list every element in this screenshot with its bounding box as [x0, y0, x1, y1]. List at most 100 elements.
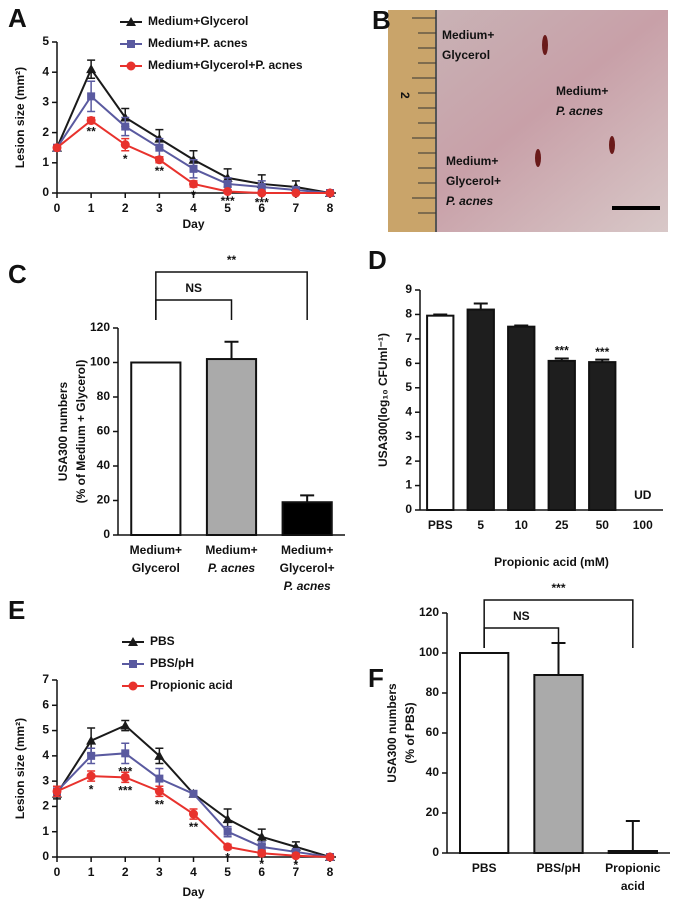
- y-axis-label: (% of Medium + Glycerol): [74, 360, 88, 504]
- y-tick-label: 1: [42, 155, 49, 169]
- significance: *: [259, 857, 264, 871]
- x-tick-label: 6: [258, 201, 265, 215]
- y-tick-label: 2: [405, 453, 412, 467]
- bar: [426, 314, 455, 511]
- y-tick-label: 0: [103, 527, 110, 541]
- x-tick-label: 100: [633, 518, 653, 532]
- point: [126, 61, 136, 71]
- y-tick-label: 1: [405, 478, 412, 492]
- x-tick-label: 1: [88, 865, 95, 879]
- y-tick-label: 40: [426, 765, 440, 779]
- photo-label: Glycerol+: [446, 174, 501, 188]
- y-axis-label: (% of PBS): [403, 702, 417, 763]
- y-axis-label: USA300 numbers: [56, 381, 70, 481]
- point: [189, 164, 198, 173]
- point: [325, 852, 335, 862]
- point: [256, 831, 267, 841]
- legend-label: Medium+Glycerol+P. acnes: [148, 58, 303, 72]
- point: [87, 751, 96, 760]
- x-tick-label: 6: [258, 865, 265, 879]
- significance: ***: [255, 196, 269, 210]
- significance: *: [191, 188, 196, 202]
- x-tick-label: P. acnes: [284, 579, 331, 593]
- point: [52, 786, 62, 796]
- bar: [466, 308, 495, 511]
- bracket: [155, 271, 308, 320]
- photo-label: Medium+: [446, 154, 498, 168]
- photo-label: Medium+: [556, 84, 608, 98]
- point: [128, 637, 138, 646]
- x-tick-label: 4: [190, 201, 197, 215]
- y-axis-label: USA300(log₁₀ CFUml⁻¹): [376, 333, 390, 467]
- error-bar: [473, 302, 488, 310]
- wound: [609, 136, 615, 154]
- x-tick-label: P. acnes: [208, 561, 255, 575]
- x-tick-label: 0: [54, 201, 61, 215]
- y-tick-label: 60: [426, 725, 440, 739]
- point: [222, 814, 233, 824]
- bracket: [483, 599, 634, 648]
- x-tick-label: PBS: [472, 861, 497, 875]
- y-tick-label: 3: [42, 95, 49, 109]
- point: [120, 772, 130, 782]
- significance: ***: [221, 194, 235, 208]
- x-tick-label: 5: [224, 865, 231, 879]
- y-tick-label: 0: [42, 849, 49, 863]
- error-bar: [224, 340, 239, 360]
- point: [126, 17, 136, 26]
- point: [120, 140, 130, 150]
- wound: [542, 35, 548, 55]
- bracket-label: NS: [513, 609, 530, 623]
- y-tick-label: 7: [42, 672, 49, 686]
- point: [154, 750, 165, 760]
- point: [121, 749, 130, 758]
- x-tick-label: Medium+: [130, 543, 182, 557]
- y-tick-label: 8: [405, 307, 412, 321]
- point: [154, 155, 164, 165]
- x-tick-label: 3: [156, 865, 163, 879]
- x-axis-label: Day: [182, 217, 204, 231]
- point: [257, 182, 266, 191]
- significance: *: [123, 152, 128, 166]
- legend-label: Propionic acid: [150, 678, 233, 692]
- x-tick-label: acid: [621, 879, 645, 893]
- x-tick-label: 10: [515, 518, 529, 532]
- significance: ***: [595, 345, 609, 359]
- y-tick-label: 80: [97, 389, 111, 403]
- y-tick-label: 7: [405, 331, 412, 345]
- value-label: UD: [634, 488, 652, 502]
- point: [257, 188, 267, 198]
- x-tick-label: 0: [54, 865, 61, 879]
- point: [86, 771, 96, 781]
- legend-label: PBS: [150, 634, 175, 648]
- bracket: [483, 627, 560, 648]
- y-axis-label: USA300 numbers: [385, 683, 399, 783]
- y-tick-label: 2: [42, 125, 49, 139]
- x-tick-label: Glycerol: [132, 561, 180, 575]
- y-tick-label: 9: [405, 282, 412, 296]
- x-tick-label: 2: [122, 865, 129, 879]
- point: [189, 179, 198, 189]
- x-tick-label: PBS: [428, 518, 453, 532]
- x-tick-label: 5: [477, 518, 484, 532]
- point: [129, 660, 137, 668]
- x-tick-label: 25: [555, 518, 569, 532]
- panel-letter: A: [8, 3, 27, 33]
- panel-letter: F: [368, 663, 384, 693]
- y-tick-label: 80: [426, 685, 440, 699]
- point: [223, 827, 232, 836]
- point: [86, 64, 97, 74]
- bar: [459, 652, 510, 854]
- x-tick-label: Glycerol+: [280, 561, 335, 575]
- y-tick-label: 120: [419, 605, 439, 619]
- panel-letter: B: [372, 5, 391, 35]
- y-tick-label: 3: [405, 429, 412, 443]
- point: [257, 842, 266, 851]
- x-axis-label: Day: [182, 885, 204, 899]
- point: [223, 842, 233, 852]
- y-tick-label: 60: [97, 424, 111, 438]
- y-tick-label: 20: [426, 805, 440, 819]
- bar: [607, 850, 658, 854]
- point: [155, 774, 164, 783]
- point: [128, 681, 138, 691]
